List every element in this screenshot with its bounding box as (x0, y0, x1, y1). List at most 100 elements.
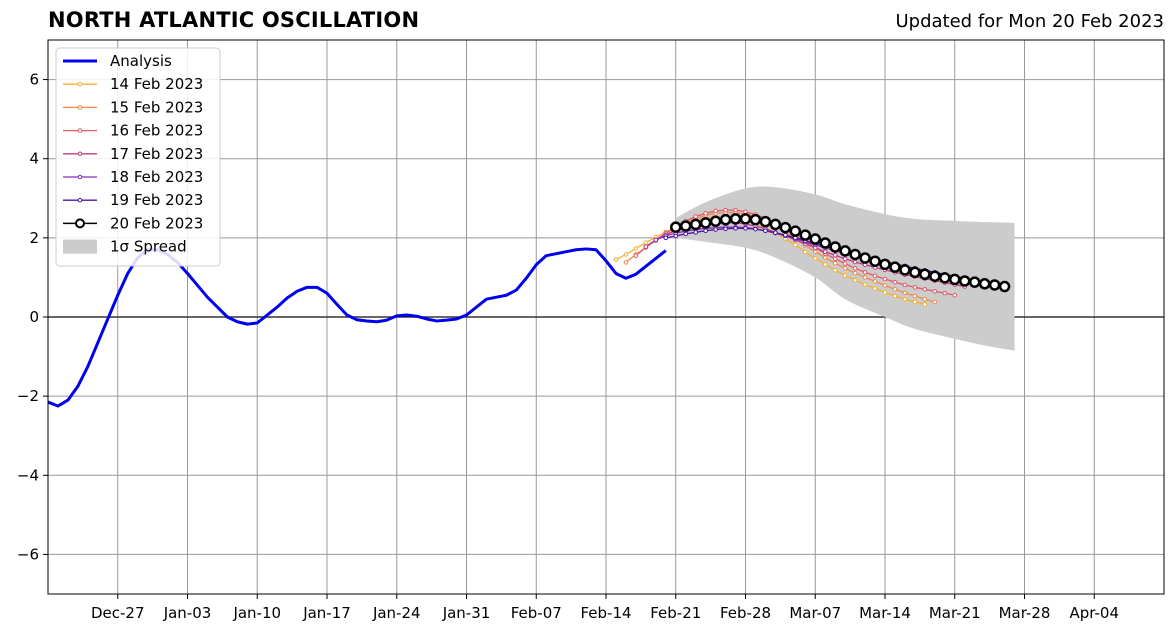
legend-marker (77, 128, 83, 133)
forecast-marker (939, 272, 951, 284)
forecast-marker (902, 290, 908, 296)
forecast-marker (958, 275, 971, 287)
y-tick-label: −2 (17, 387, 39, 405)
forecast-marker (709, 215, 722, 227)
legend-marker (77, 81, 83, 87)
forecast-marker (739, 213, 752, 225)
y-tick-label: 2 (29, 229, 39, 247)
forecast-marker (769, 218, 782, 231)
forecast-marker (793, 242, 798, 248)
forecast-marker (862, 275, 868, 280)
forecast-marker (852, 277, 858, 283)
forecast-marker (902, 282, 908, 288)
forecast-marker (679, 220, 692, 232)
legend-label: 1σ Spread (110, 238, 187, 256)
forecast-marker (929, 270, 941, 282)
forecast-marker (663, 235, 669, 241)
forecast-marker (879, 258, 891, 271)
x-tick-label: Jan-03 (163, 604, 212, 622)
chart-subtitle: Updated for Mon 20 Feb 2023 (895, 11, 1164, 32)
forecast-marker (673, 233, 679, 239)
forecast-marker (670, 221, 682, 233)
forecast-marker (872, 279, 878, 284)
x-tick-label: Feb-07 (511, 604, 562, 622)
legend-label: 15 Feb 2023 (110, 98, 203, 116)
forecast-marker (922, 296, 928, 302)
forecast-marker (643, 244, 649, 249)
forecast-marker (723, 207, 728, 213)
forecast-marker (968, 276, 981, 288)
forecast-marker (729, 213, 742, 225)
legend: Analysis 14 Feb 2023 15 Feb 2023 16 Feb 202… (55, 47, 221, 267)
forecast-marker (623, 252, 629, 257)
forecast-marker (849, 248, 861, 261)
legend-marker (77, 105, 83, 110)
legend-label: 17 Feb 2023 (110, 145, 203, 163)
legend-marker (77, 197, 83, 203)
forecast-marker (942, 290, 948, 296)
forecast-marker (919, 268, 931, 281)
forecast-marker (842, 261, 848, 266)
forecast-marker (912, 293, 918, 299)
forecast-marker (743, 226, 748, 231)
x-tick-label: Apr-04 (1070, 604, 1120, 622)
forecast-marker (872, 286, 878, 291)
forecast-marker (779, 221, 792, 234)
forecast-marker (909, 266, 921, 279)
y-tick-label: −6 (17, 545, 39, 563)
forecast-marker (832, 256, 838, 262)
forecast-marker (872, 273, 878, 279)
forecast-marker (703, 228, 708, 234)
forecast-marker (822, 255, 828, 260)
forecast-marker (842, 266, 848, 271)
forecast-marker (802, 249, 808, 255)
forecast-marker (713, 208, 718, 214)
y-tick-label: 6 (29, 71, 39, 89)
forecast-marker (749, 213, 762, 226)
forecast-marker (899, 264, 911, 276)
chart-title: NORTH ATLANTIC OSCILLATION (48, 8, 420, 32)
x-tick-label: Jan-24 (372, 604, 421, 622)
y-tick-label: −4 (17, 466, 39, 484)
forecast-marker (839, 245, 851, 257)
forecast-marker (912, 285, 918, 290)
legend-marker (77, 151, 83, 157)
legend-swatch (63, 239, 97, 254)
forecast-marker (703, 211, 708, 216)
forecast-marker (862, 269, 868, 275)
forecast-marker (842, 273, 848, 278)
forecast-marker (783, 232, 788, 238)
forecast-marker (852, 266, 858, 271)
forecast-marker (882, 276, 888, 282)
legend-label: 20 Feb 2023 (110, 214, 203, 232)
forecast-marker (733, 207, 738, 213)
forecast-marker (882, 290, 888, 295)
forecast-marker (889, 261, 901, 273)
series-layer (47, 207, 1011, 408)
forecast-marker (753, 226, 758, 232)
series-7 (670, 213, 1011, 293)
forecast-marker (842, 256, 848, 262)
x-tick-label: Feb-14 (580, 604, 631, 622)
forecast-marker (832, 268, 838, 273)
forecast-marker (998, 280, 1011, 293)
forecast-marker (862, 282, 868, 287)
forecast-marker (932, 288, 938, 294)
forecast-marker (723, 226, 728, 232)
forecast-marker (829, 241, 841, 253)
forecast-marker (932, 299, 938, 305)
tick-layer: Dec-27 Jan-03 Jan-10 Jan-17 Jan-24 Jan-31 Feb-… (17, 71, 1119, 622)
forecast-marker (613, 257, 619, 262)
forecast-marker (902, 296, 908, 302)
legend-marker (75, 218, 85, 229)
series-0 (47, 247, 667, 408)
legend-marker (77, 174, 83, 180)
legend-label: 18 Feb 2023 (110, 168, 203, 186)
forecast-marker (693, 230, 698, 235)
forecast-marker (988, 279, 1001, 291)
forecast-marker (713, 227, 718, 232)
forecast-marker (922, 287, 928, 292)
y-tick-label: 4 (29, 150, 39, 168)
forecast-marker (699, 217, 712, 229)
forecast-marker (882, 283, 888, 288)
